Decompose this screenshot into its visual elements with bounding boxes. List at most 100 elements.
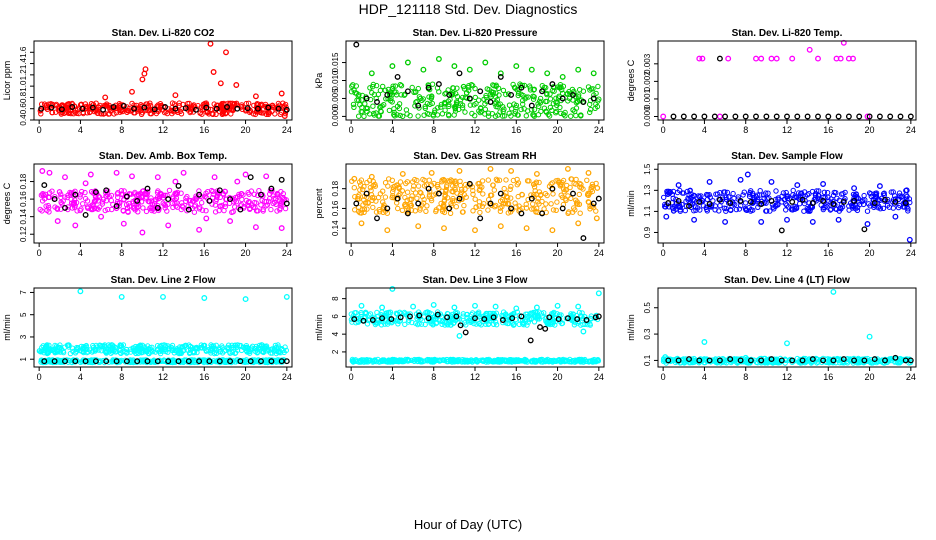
band-point (441, 202, 447, 208)
band-point (426, 357, 433, 363)
band-point (80, 346, 86, 352)
band-point (693, 199, 700, 205)
y-tick-label: 1.1 (643, 205, 652, 217)
hourly-mean-point (753, 113, 759, 120)
band-point (741, 189, 747, 195)
band-point (390, 186, 397, 192)
data-point (223, 49, 229, 56)
band-point (412, 208, 418, 214)
hourly-mean-point (835, 113, 842, 120)
band-point (495, 85, 502, 92)
band-point (544, 192, 550, 199)
band-point (471, 320, 477, 327)
band-point (502, 200, 509, 207)
data-point (118, 293, 125, 300)
band-point (202, 193, 208, 200)
x-tick-label: 12 (470, 125, 480, 135)
band-point (500, 319, 506, 326)
x-tick-label: 16 (511, 372, 521, 382)
band-point (900, 356, 906, 363)
band-point (349, 83, 355, 89)
band-point (390, 189, 396, 195)
hourly-mean-point (784, 113, 790, 120)
band-point (392, 113, 398, 119)
hourly-mean-point (265, 104, 272, 111)
hourly-mean-point (416, 312, 423, 319)
hourly-mean-point (701, 113, 708, 120)
band-point (669, 204, 675, 210)
band-point (103, 193, 110, 199)
band-point (577, 210, 583, 216)
hourly-mean-point (69, 104, 76, 110)
hourly-mean-point (675, 357, 682, 364)
band-point (115, 194, 121, 201)
hourly-mean-point (425, 185, 432, 192)
band-point (867, 359, 874, 366)
band-point (473, 321, 479, 327)
band-point (95, 198, 102, 204)
band-point (468, 358, 474, 364)
data-point (351, 175, 358, 182)
band-point (476, 320, 482, 327)
band-point (259, 348, 265, 355)
band-point (84, 204, 91, 210)
band-point (415, 113, 421, 119)
hourly-mean-point (789, 357, 796, 364)
band-point (351, 104, 357, 111)
data-point (528, 66, 535, 73)
band-point (113, 205, 120, 212)
x-tick-label: 24 (906, 372, 916, 382)
band-point (578, 184, 584, 191)
hourly-mean-point (203, 104, 210, 111)
band-point (391, 112, 397, 118)
band-point (366, 316, 373, 322)
band-point (391, 109, 397, 116)
band-point (784, 202, 790, 208)
band-point (661, 194, 667, 201)
band-point (158, 190, 164, 197)
band-point (282, 205, 289, 212)
band-point (397, 179, 404, 185)
band-point (534, 314, 540, 320)
hourly-mean-point (62, 204, 68, 211)
band-point (392, 83, 399, 89)
band-point (259, 102, 265, 109)
band-point (415, 183, 422, 189)
band-point (451, 198, 458, 204)
band-point (503, 91, 509, 98)
band-point (742, 205, 749, 212)
band-point (246, 202, 252, 209)
hourly-mean-point (404, 88, 411, 95)
band-point (731, 195, 737, 202)
band-point (139, 110, 146, 116)
data-point (696, 55, 703, 62)
band-point (677, 208, 683, 214)
hourly-mean-point (686, 203, 692, 210)
band-point (269, 102, 276, 109)
band-point (183, 195, 189, 201)
band-point (545, 358, 551, 364)
hourly-mean-point (134, 197, 141, 204)
data-point (456, 332, 463, 339)
band-point (530, 96, 537, 102)
band-point (764, 208, 770, 214)
band-point (401, 92, 407, 98)
band-point (783, 207, 789, 213)
band-point (256, 342, 263, 349)
band-point (484, 310, 490, 317)
band-point (375, 194, 382, 201)
hourly-mean-point (404, 210, 411, 217)
band-point (717, 190, 723, 196)
band-point (197, 110, 203, 116)
hourly-mean-point (258, 358, 264, 365)
band-point (161, 201, 168, 208)
band-point (84, 198, 91, 204)
panel-title: Stan. Dev. Li-820 Pressure (413, 28, 538, 39)
hourly-mean-point (247, 174, 254, 181)
band-point (186, 198, 193, 204)
band-point (354, 97, 360, 103)
band-point (691, 193, 697, 199)
hourly-mean-point (820, 357, 827, 364)
hourly-mean-point (453, 313, 460, 320)
band-point (275, 342, 281, 348)
